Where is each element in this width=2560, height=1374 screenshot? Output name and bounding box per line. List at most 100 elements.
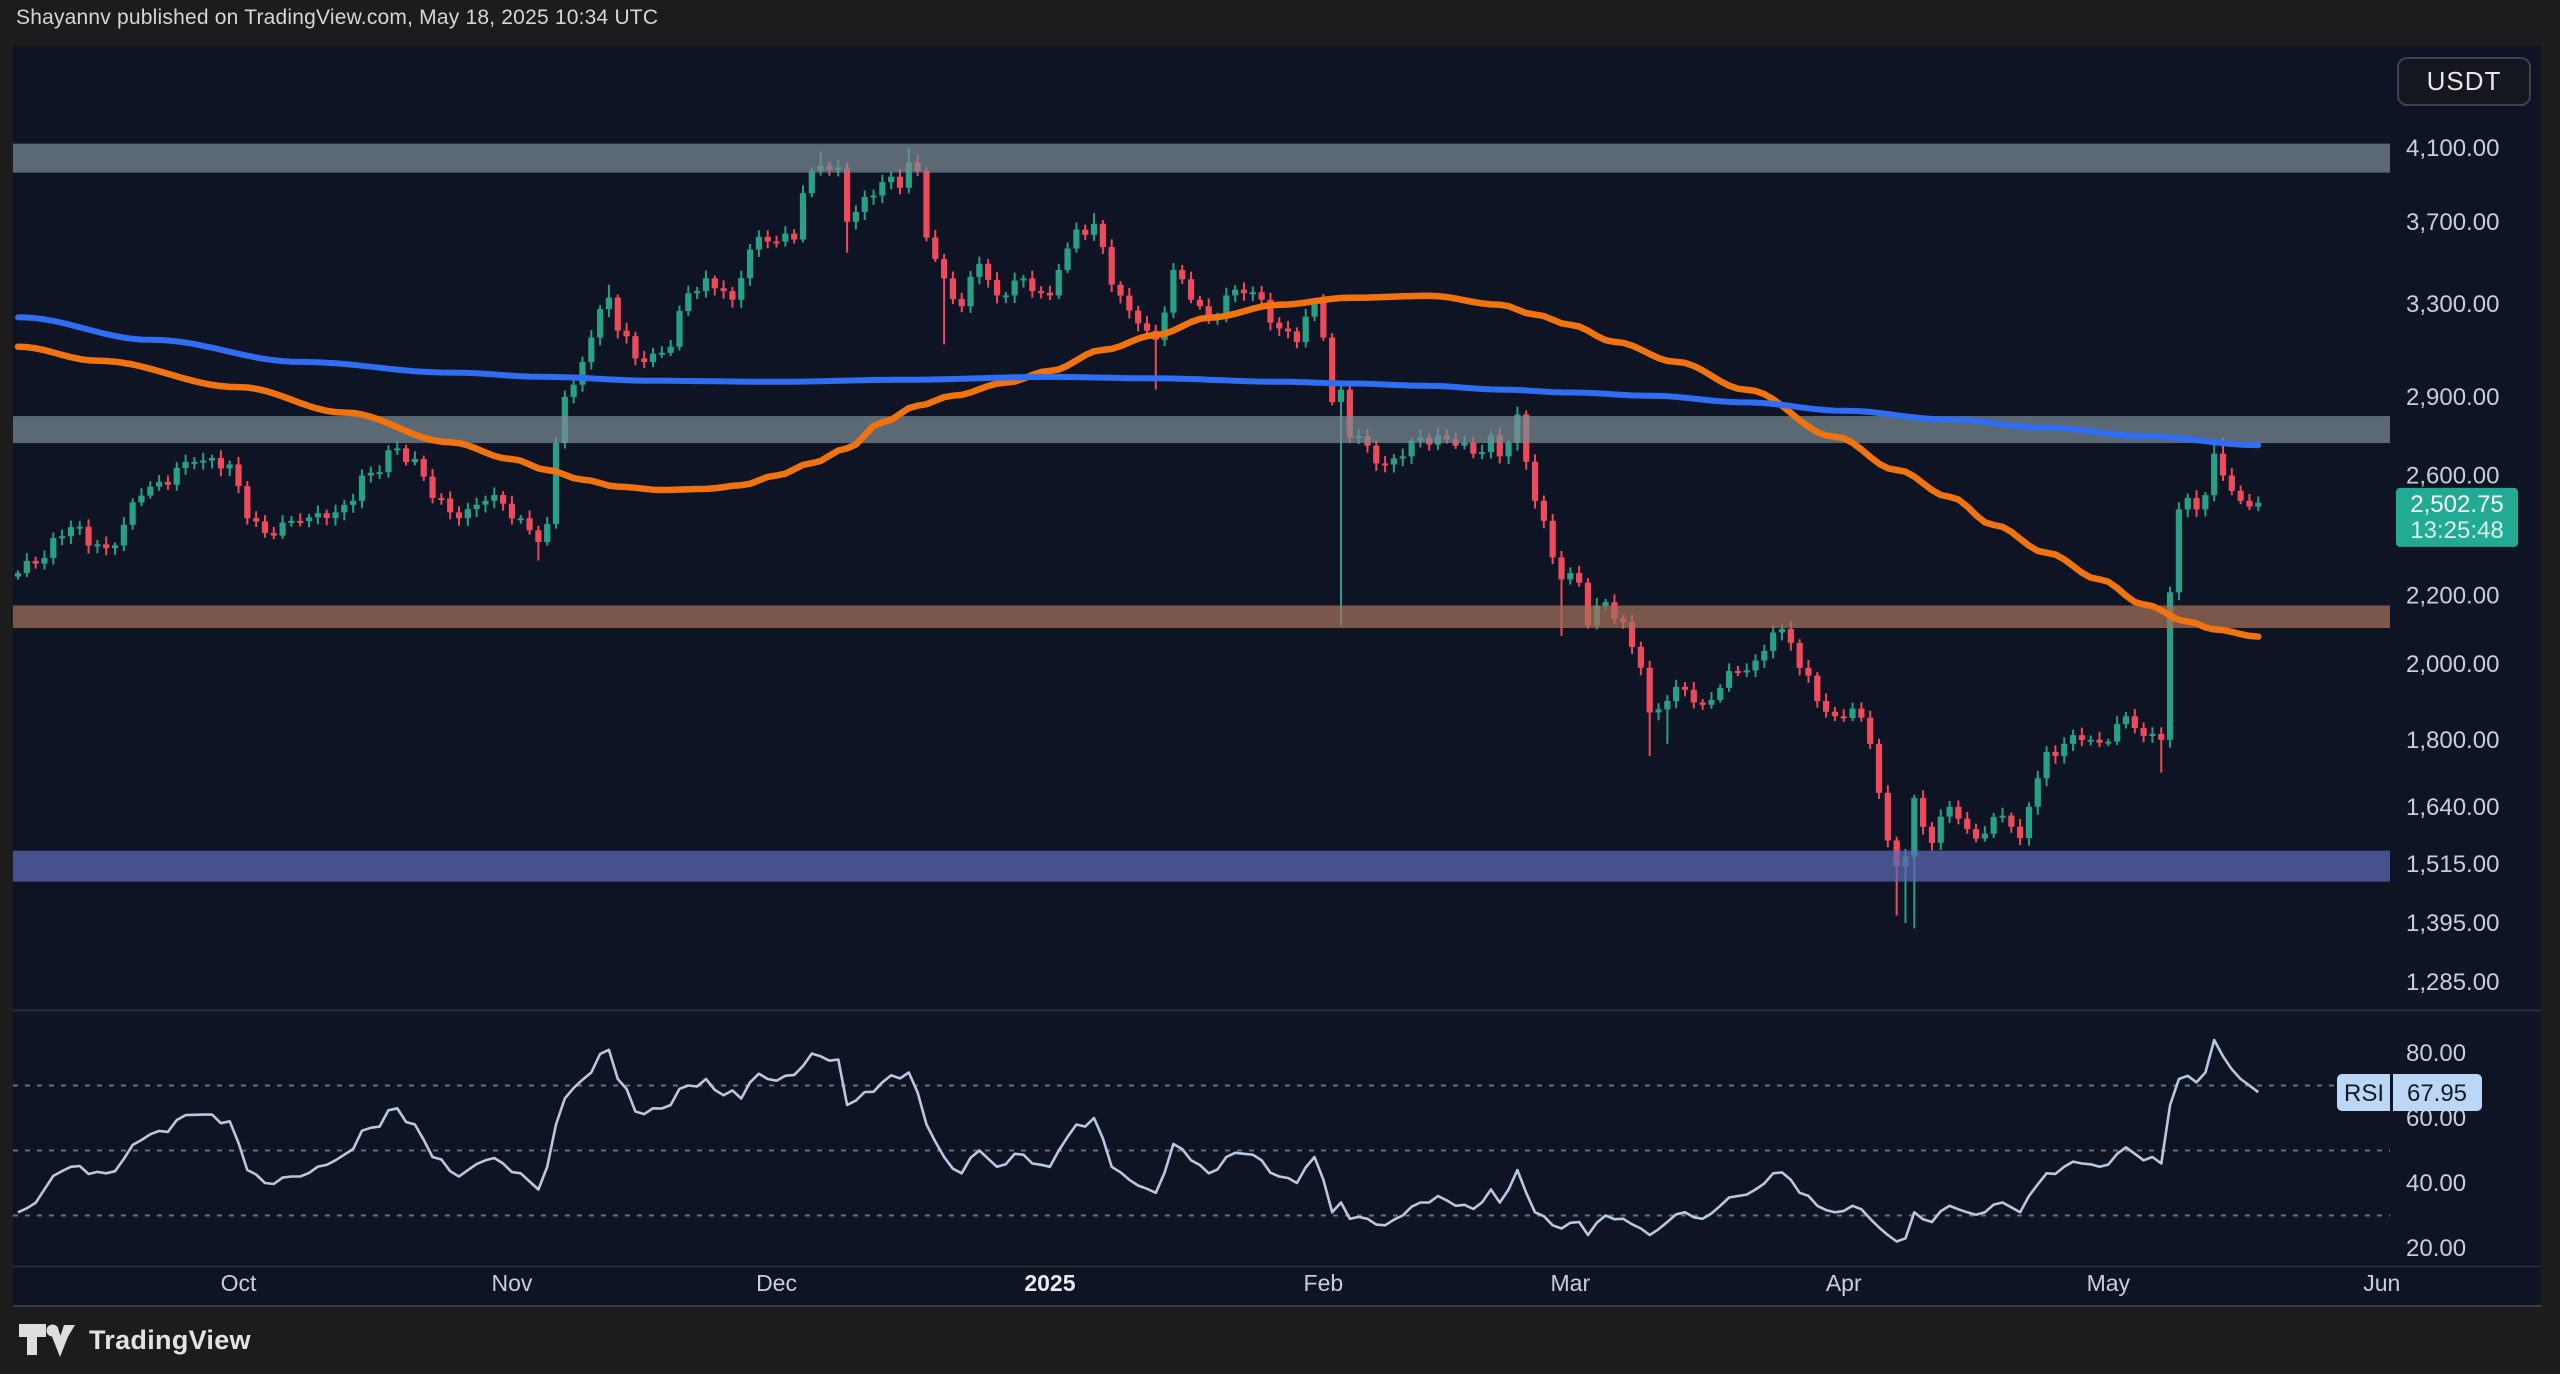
candle xyxy=(2219,453,2227,476)
candle xyxy=(376,472,383,475)
time-axis-label: 2025 xyxy=(1024,1270,1075,1296)
candle xyxy=(85,526,92,546)
candle xyxy=(896,176,904,188)
candle xyxy=(138,495,145,503)
candle xyxy=(1187,279,1195,300)
candle xyxy=(1064,248,1071,271)
candle xyxy=(2140,727,2147,736)
candle xyxy=(676,311,683,347)
candle xyxy=(1382,463,1389,466)
candle xyxy=(1002,295,1009,298)
time-axis-label: Jun xyxy=(2363,1270,2400,1296)
candle xyxy=(1117,284,1124,296)
candle xyxy=(2061,743,2068,756)
candle xyxy=(2131,716,2138,728)
candle xyxy=(1778,629,1786,633)
price-axis-label: 2,600.00 xyxy=(2406,462,2499,489)
candle xyxy=(500,495,507,504)
candle xyxy=(1928,826,1936,843)
candle xyxy=(1849,708,1856,719)
candle xyxy=(544,524,551,543)
candle xyxy=(1170,270,1177,313)
price-axis-label: 1,395.00 xyxy=(2406,910,2499,937)
candle xyxy=(1664,701,1671,710)
candle xyxy=(1875,743,1883,793)
candle xyxy=(235,464,242,487)
candle xyxy=(76,526,83,529)
rsi-badge-label: RSI xyxy=(2344,1080,2384,1107)
support-zone-1515 xyxy=(13,850,2390,882)
candle xyxy=(729,291,736,300)
rsi-badge-value: 67.95 xyxy=(2407,1080,2467,1107)
candle xyxy=(870,195,877,198)
candle xyxy=(332,512,339,518)
candle xyxy=(2175,509,2182,593)
published-byline: Shayannv published on TradingView.com, M… xyxy=(16,6,659,29)
candle xyxy=(2122,716,2130,725)
candle xyxy=(1329,337,1336,402)
candle xyxy=(2237,490,2244,501)
price-axis-label: 4,100.00 xyxy=(2406,135,2499,162)
price-axis[interactable]: 4,100.00 3,700.00 3,300.00 2,900.00 2,600.00… xyxy=(2406,135,2499,1262)
candle xyxy=(2017,826,2024,839)
candle xyxy=(2078,735,2085,740)
candle xyxy=(2069,735,2077,744)
candle xyxy=(253,518,260,522)
candle xyxy=(1284,328,1292,332)
tradingview-wordmark[interactable]: TradingView xyxy=(89,1325,251,1355)
candle xyxy=(2202,495,2209,510)
candle xyxy=(1337,389,1345,402)
candle xyxy=(2211,453,2218,496)
candle xyxy=(1743,670,1750,673)
candle xyxy=(164,481,172,485)
candle xyxy=(1373,445,1380,464)
tradingview-logo-icon[interactable] xyxy=(19,1323,75,1358)
candle xyxy=(173,468,180,485)
candle xyxy=(1823,701,1830,712)
candle xyxy=(1964,818,1971,830)
time-axis-label: Feb xyxy=(1304,1270,1344,1296)
candle xyxy=(1232,289,1239,296)
quote-currency-badge[interactable]: USDT xyxy=(2397,57,2531,106)
candle xyxy=(1884,792,1891,841)
rsi-axis-label: 80.00 xyxy=(2406,1040,2466,1067)
ma-orange-line-layer xyxy=(14,292,2262,640)
candle xyxy=(1029,278,1036,292)
candle xyxy=(879,182,886,196)
candle xyxy=(67,527,75,537)
candle xyxy=(350,500,357,505)
candle xyxy=(1981,833,1988,839)
candle xyxy=(1038,291,1045,294)
candle xyxy=(23,560,30,574)
candle xyxy=(473,504,480,510)
candle xyxy=(464,509,471,519)
footer-bar: TradingView xyxy=(0,1307,2560,1374)
candle xyxy=(967,276,974,307)
candle xyxy=(32,560,39,564)
candle xyxy=(579,361,586,385)
candle xyxy=(226,464,233,469)
candle xyxy=(702,278,710,292)
candle xyxy=(208,458,216,461)
candle xyxy=(764,236,771,242)
candle xyxy=(111,545,119,549)
quote-currency-label: USDT xyxy=(2427,66,2502,96)
time-axis-label: Nov xyxy=(491,1270,532,1296)
candle xyxy=(843,167,851,222)
bar-countdown: 13:25:48 xyxy=(2410,517,2503,544)
candle xyxy=(1496,435,1503,457)
candle xyxy=(1734,671,1741,674)
candle xyxy=(685,293,692,312)
time-axis-label: Dec xyxy=(756,1270,797,1296)
candle xyxy=(755,236,762,250)
time-axis[interactable]: Oct Nov Dec 2025 Feb Mar Apr May Jun xyxy=(221,1270,2401,1296)
candle xyxy=(1770,632,1777,651)
candle xyxy=(438,497,445,500)
candle xyxy=(2166,592,2174,740)
candle xyxy=(1911,798,1918,857)
candle xyxy=(1126,295,1133,311)
candle xyxy=(341,504,348,513)
candle xyxy=(455,512,463,519)
